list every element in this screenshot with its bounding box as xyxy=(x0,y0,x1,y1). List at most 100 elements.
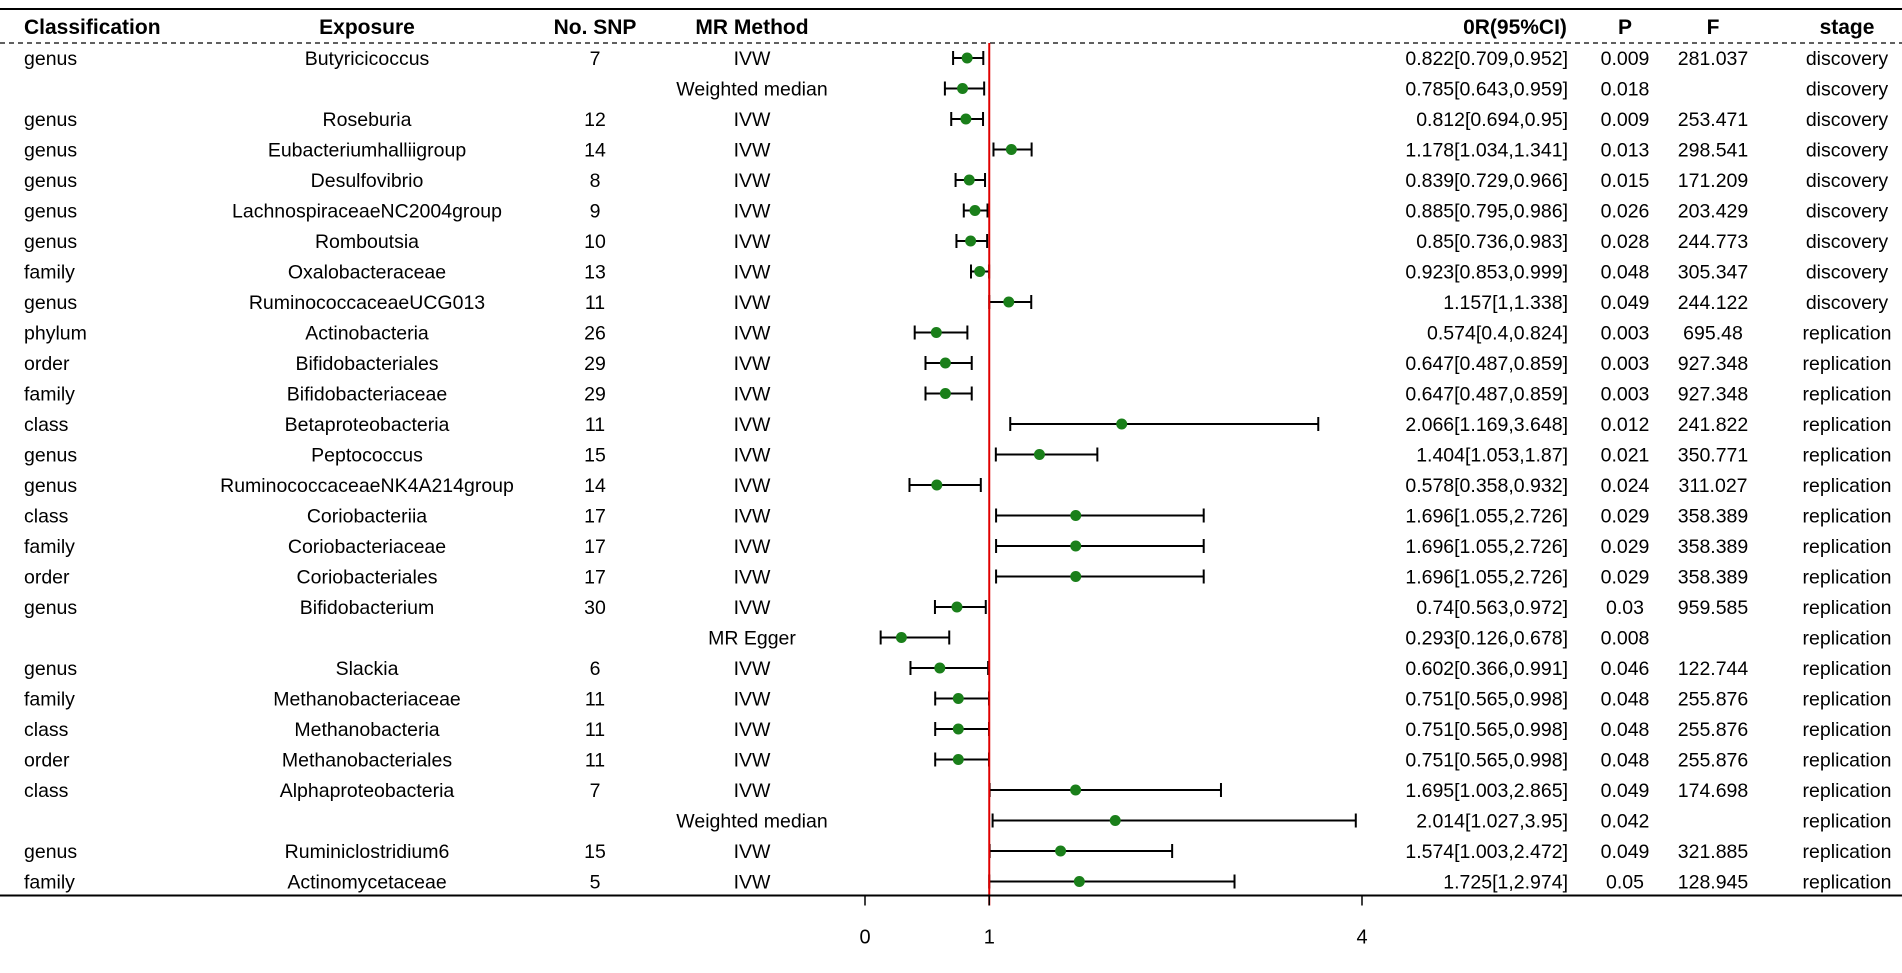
header-exposure: Exposure xyxy=(319,16,415,39)
cell-p: 0.024 xyxy=(1601,475,1650,497)
table-row: family Oxalobacteraceae 13 IVW 0.923[0.853,0… xyxy=(24,262,1888,284)
cell-nsnp: 29 xyxy=(584,384,606,406)
cell-stage: replication xyxy=(1803,841,1892,863)
cell-f: 358.389 xyxy=(1678,536,1749,558)
cell-nsnp: 26 xyxy=(584,323,606,345)
cell-or-text: 0.293[0.126,0.678] xyxy=(1405,628,1568,650)
cell-exposure: Bifidobacterium xyxy=(300,597,434,619)
cell-exposure: Desulfovibrio xyxy=(311,170,424,192)
cell-f: 253.471 xyxy=(1678,109,1749,131)
cell-method: IVW xyxy=(734,109,771,131)
or-point xyxy=(895,632,907,643)
cell-nsnp: 11 xyxy=(585,719,605,741)
table-row: order Coriobacteriales 17 IVW 1.696[1.055,2.… xyxy=(24,567,1891,589)
cell-nsnp: 17 xyxy=(584,536,606,558)
cell-nsnp: 17 xyxy=(584,567,606,589)
cell-p: 0.008 xyxy=(1601,628,1650,650)
cell-nsnp: 7 xyxy=(590,780,601,802)
table-row: Weighted median 2.014[1.027,3.95] 0.042 rep… xyxy=(676,811,1891,833)
or-point xyxy=(1109,815,1121,826)
or-point xyxy=(957,83,969,94)
or-point xyxy=(1070,540,1082,552)
cell-or-text: 0.602[0.366,0.991] xyxy=(1405,658,1568,680)
table-row: genus RuminococcaceaeUCG013 11 IVW 1.157[1,1… xyxy=(24,292,1888,314)
cell-f: 255.876 xyxy=(1678,750,1749,772)
or-point xyxy=(1073,876,1085,887)
cell-or-text: 0.751[0.565,0.998] xyxy=(1405,719,1568,741)
cell-p: 0.015 xyxy=(1601,170,1650,192)
cell-stage: replication xyxy=(1803,597,1892,619)
table-row: genus Romboutsia 10 IVW 0.85[0.736,0.983] 0.0… xyxy=(24,231,1888,253)
cell-stage: replication xyxy=(1803,536,1892,558)
cell-or-text: 0.812[0.694,0.95] xyxy=(1416,109,1568,131)
cell-stage: replication xyxy=(1803,628,1892,650)
cell-nsnp: 9 xyxy=(590,201,601,223)
cell-p: 0.03 xyxy=(1606,597,1644,619)
cell-or-text: 0.923[0.853,0.999] xyxy=(1405,262,1568,284)
cell-classification: phylum xyxy=(24,323,87,345)
table-row: class Alphaproteobacteria 7 IVW 1.695[1.003,… xyxy=(24,780,1891,802)
cell-stage: replication xyxy=(1803,506,1892,528)
cell-exposure: Ruminiclostridium6 xyxy=(285,841,450,863)
or-point xyxy=(1070,784,1082,796)
cell-classification: family xyxy=(24,689,75,711)
cell-exposure: RuminococcaceaeNK4A214group xyxy=(220,475,514,497)
cell-f: 174.698 xyxy=(1678,780,1749,802)
or-point xyxy=(934,662,946,674)
cell-p: 0.029 xyxy=(1601,567,1650,589)
axis-tick-label: 1 xyxy=(984,927,995,949)
cell-stage: discovery xyxy=(1806,262,1889,284)
cell-nsnp: 30 xyxy=(584,597,606,619)
or-point xyxy=(1070,571,1082,582)
cell-p: 0.003 xyxy=(1601,323,1650,345)
cell-or-text: 1.404[1.053,1.87] xyxy=(1416,445,1568,467)
cell-exposure: Coriobacteriales xyxy=(297,567,438,589)
cell-classification: genus xyxy=(24,231,77,253)
cell-or-text: 0.647[0.487,0.859] xyxy=(1405,384,1568,406)
cell-f: 203.429 xyxy=(1678,201,1749,223)
header-classification: Classification xyxy=(24,16,161,39)
cell-stage: replication xyxy=(1803,750,1892,772)
cell-f: 927.348 xyxy=(1678,353,1749,375)
cell-classification: genus xyxy=(24,170,77,192)
cell-method: IVW xyxy=(734,475,771,497)
cell-f: 171.209 xyxy=(1678,170,1749,192)
cell-or-text: 1.696[1.055,2.726] xyxy=(1405,506,1568,528)
cell-classification: genus xyxy=(24,292,77,314)
or-point xyxy=(1116,418,1128,430)
cell-exposure: Actinomycetaceae xyxy=(287,872,446,894)
table-row: family Methanobacteriaceae 11 IVW 0.751[0.56… xyxy=(24,689,1891,711)
cell-or-text: 2.014[1.027,3.95] xyxy=(1416,811,1568,833)
or-point xyxy=(952,754,964,765)
cell-f: 321.885 xyxy=(1678,841,1749,863)
cell-method: IVW xyxy=(734,292,771,314)
cell-nsnp: 10 xyxy=(584,231,606,253)
cell-f: 358.389 xyxy=(1678,506,1749,528)
cell-p: 0.003 xyxy=(1601,384,1650,406)
cell-or-text: 0.822[0.709,0.952] xyxy=(1405,48,1568,70)
table-row: family Bifidobacteriaceae 29 IVW 0.647[0.487… xyxy=(24,384,1891,406)
cell-nsnp: 6 xyxy=(590,658,601,680)
table-row: genus Desulfovibrio 8 IVW 0.839[0.729,0.966]… xyxy=(24,170,1888,192)
cell-f: 255.876 xyxy=(1678,719,1749,741)
cell-method: IVW xyxy=(734,780,771,802)
cell-p: 0.029 xyxy=(1601,506,1650,528)
cell-stage: discovery xyxy=(1806,79,1889,101)
or-point xyxy=(963,174,975,186)
or-point xyxy=(974,266,986,277)
or-point xyxy=(939,388,951,399)
or-point xyxy=(961,52,973,64)
table-row: genus Slackia 6 IVW 0.602[0.366,0.991] 0.046 1… xyxy=(24,658,1891,680)
cell-method: IVW xyxy=(734,262,771,284)
cell-classification: order xyxy=(24,353,70,375)
cell-classification: class xyxy=(24,719,69,741)
cell-p: 0.029 xyxy=(1601,536,1650,558)
or-point xyxy=(969,205,981,216)
cell-nsnp: 14 xyxy=(584,475,606,497)
cell-or-text: 1.725[1,2.974] xyxy=(1443,872,1568,894)
table-row: order Bifidobacteriales 29 IVW 0.647[0.487,0… xyxy=(24,353,1891,375)
cell-p: 0.013 xyxy=(1601,140,1650,162)
or-point xyxy=(1003,296,1015,308)
table-row: Weighted median 0.785[0.643,0.959] 0.018 di… xyxy=(676,79,1888,101)
